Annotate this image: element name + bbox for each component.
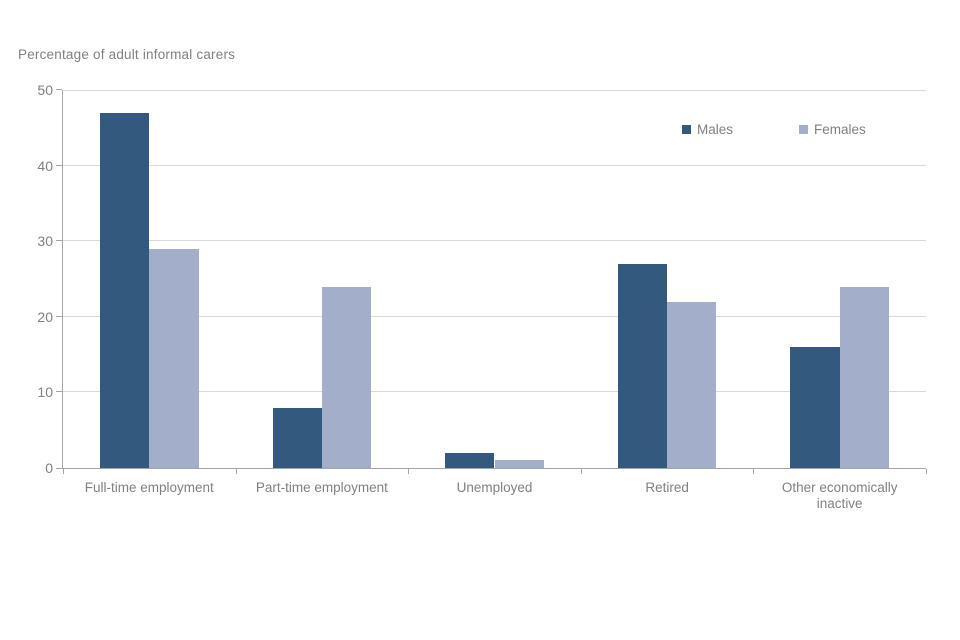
legend-item-females: Females [799,122,866,137]
bar-males-other-economically-inactive [790,347,840,468]
y-tick-label-40: 40 [37,157,53,174]
gridline-y-10 [63,391,926,393]
legend: Males Females [682,122,866,137]
bar-males-full-time-employment [99,112,150,468]
bar-females-other-economically-inactive [839,286,889,468]
gridline-y-20 [63,315,926,317]
bar-females-retired [667,301,717,468]
legend-label-males: Males [697,122,734,137]
x-axis-line [62,468,926,469]
bar-females-unemployed [494,460,544,468]
x-axis-label-part-time-employment: Part-time employment [255,480,388,495]
x-axis-label-full-time-employment: Full-time employment [84,480,214,495]
x-tick-mark-5 [926,469,927,474]
y-tick-mark-0 [56,468,62,469]
y-tick-label-20: 20 [37,308,53,325]
y-tick-label-50: 50 [37,82,53,98]
y-tick-mark-20 [56,315,62,317]
gridline-y-50 [63,90,926,91]
bar-males-retired [617,263,668,468]
x-tick-mark-1 [236,469,237,474]
y-tick-mark-10 [56,391,62,393]
x-axis-label-other-economically-inactive: Other economically inactive [781,480,898,511]
x-tick-mark-4 [753,469,754,474]
chart-title: Percentage of adult informal carers [18,47,236,62]
legend-swatch-icon-males [682,125,691,134]
bar-females-part-time-employment [321,286,372,468]
gridline-y-40 [63,164,926,166]
x-tick-mark-0 [63,469,64,474]
y-tick-label-10: 10 [37,384,53,401]
y-tick-mark-30 [56,240,62,242]
x-tick-mark-3 [581,469,582,474]
x-tick-mark-2 [408,469,409,474]
y-tick-label-0: 0 [45,460,53,476]
y-tick-label-30: 30 [37,233,53,250]
gridline-y-30 [63,240,926,242]
legend-label-females: Females [814,122,866,137]
bar-females-full-time-employment [149,248,199,468]
plot-area: Males Females 0 10 20 30 40 50 Full-time employ… [37,82,927,511]
bar-males-unemployed [445,452,495,468]
y-axis-line [62,90,63,469]
x-axis-label-retired: Retired [645,480,689,495]
legend-swatch-icon-females [799,125,809,134]
y-tick-mark-50 [56,89,62,90]
x-axis-label-unemployed: Unemployed [456,480,533,495]
bar-males-part-time-employment [272,407,322,468]
y-tick-mark-40 [56,164,62,166]
legend-item-males: Males [682,122,733,137]
